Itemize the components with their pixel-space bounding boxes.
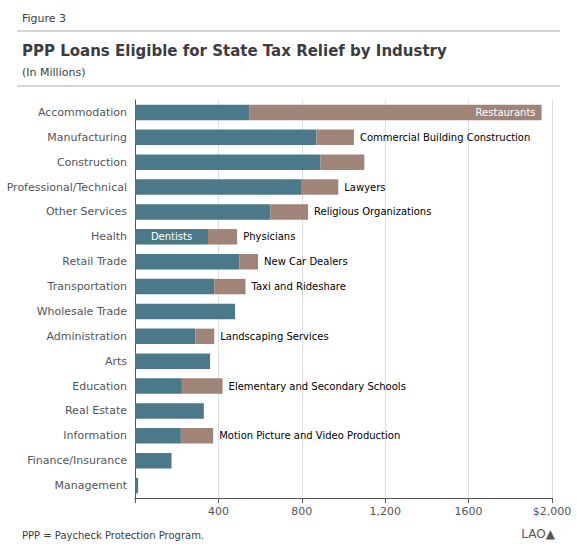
svg-text:Restaurants: Restaurants — [476, 107, 536, 118]
svg-text:Health: Health — [91, 230, 127, 243]
svg-text:Religious Organizations: Religious Organizations — [314, 206, 431, 217]
svg-text:Lawyers: Lawyers — [344, 182, 385, 193]
svg-text:New Car Dealers: New Car Dealers — [264, 256, 348, 267]
svg-text:Transportation: Transportation — [47, 280, 127, 293]
svg-text:Taxi and Rideshare: Taxi and Rideshare — [251, 281, 346, 292]
svg-text:PPP Loans Eligible for State T: PPP Loans Eligible for State Tax Relief … — [22, 42, 447, 60]
svg-text:Real Estate: Real Estate — [65, 404, 127, 417]
svg-text:Accommodation: Accommodation — [38, 106, 127, 119]
svg-text:Information: Information — [63, 429, 127, 442]
svg-text:Figure 3: Figure 3 — [22, 12, 66, 25]
svg-text:Education: Education — [72, 380, 127, 393]
svg-text:PPP = Paycheck Protection Prog: PPP = Paycheck Protection Program. — [22, 530, 204, 541]
svg-text:Physicians: Physicians — [243, 231, 295, 242]
svg-text:Construction: Construction — [57, 156, 127, 169]
svg-text:Finance/Insurance: Finance/Insurance — [27, 454, 127, 467]
svg-text:Landscaping Services: Landscaping Services — [220, 331, 328, 342]
svg-text:1,200: 1,200 — [369, 505, 401, 518]
svg-text:Elementary and Secondary Schoo: Elementary and Secondary Schools — [229, 381, 406, 392]
svg-text:Manufacturing: Manufacturing — [47, 131, 127, 144]
svg-text:Motion Picture and Video Produ: Motion Picture and Video Production — [219, 430, 400, 441]
svg-text:1600: 1600 — [455, 505, 483, 518]
svg-text:$2,000: $2,000 — [533, 505, 572, 518]
svg-text:Administration: Administration — [47, 330, 128, 343]
svg-text:Management: Management — [55, 479, 128, 492]
svg-text:(In Millions): (In Millions) — [22, 66, 85, 79]
svg-text:Dentists: Dentists — [151, 231, 192, 242]
svg-text:LAO▲: LAO▲ — [521, 527, 555, 541]
svg-text:Other Services: Other Services — [46, 205, 127, 218]
svg-text:Arts: Arts — [105, 355, 127, 368]
svg-text:400: 400 — [208, 505, 229, 518]
svg-text:Professional/Technical: Professional/Technical — [7, 181, 127, 194]
svg-text:Wholesale Trade: Wholesale Trade — [37, 305, 128, 318]
svg-text:800: 800 — [291, 505, 312, 518]
svg-text:Commercial Building Constructi: Commercial Building Construction — [360, 132, 530, 143]
svg-text:Retail Trade: Retail Trade — [62, 255, 127, 268]
